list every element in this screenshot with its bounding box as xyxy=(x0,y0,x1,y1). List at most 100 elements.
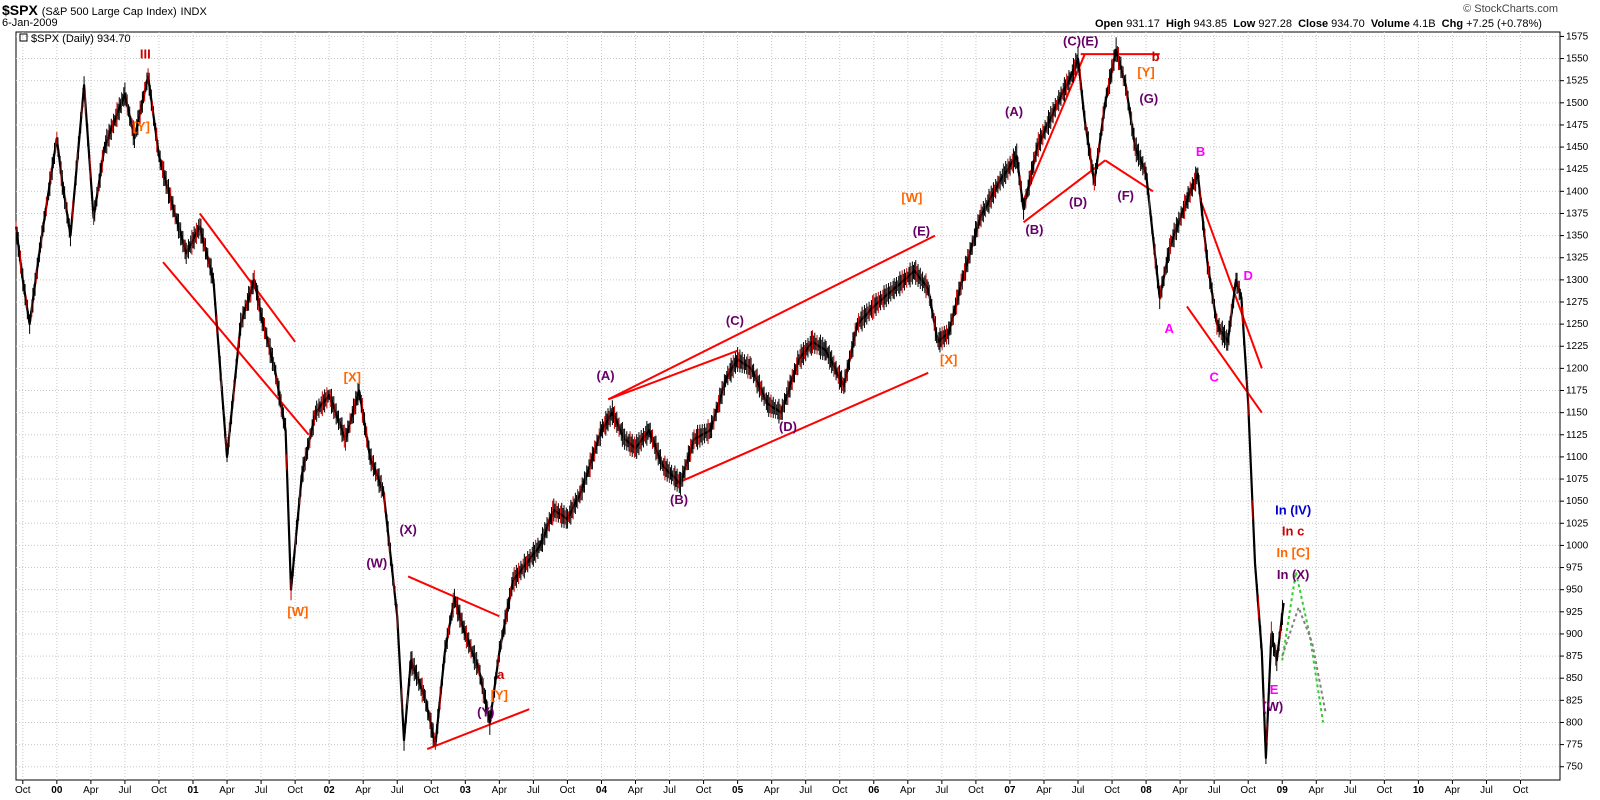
x-tick-label: Apr xyxy=(764,785,780,796)
trendline xyxy=(1199,199,1263,369)
x-tick-label: 10 xyxy=(1413,785,1425,796)
legend-swatch xyxy=(19,33,28,42)
y-tick-label: 1025 xyxy=(1566,518,1589,529)
x-tick-label: Jul xyxy=(255,785,268,796)
y-tick-label: 1000 xyxy=(1566,540,1589,551)
wave-label: B xyxy=(1196,144,1205,159)
x-tick-label: Jul xyxy=(1208,785,1221,796)
wave-label: (W) xyxy=(366,556,387,571)
trendline xyxy=(607,234,936,401)
y-tick-label: 1375 xyxy=(1566,208,1589,219)
x-tick-label: Jul xyxy=(1344,785,1357,796)
y-tick-label: 875 xyxy=(1566,651,1583,662)
trendline xyxy=(199,212,296,343)
wave-label: (D) xyxy=(1069,194,1087,209)
y-tick-label: 1450 xyxy=(1566,142,1589,153)
x-tick-label: 01 xyxy=(187,785,199,796)
x-tick-label: Oct xyxy=(1513,785,1529,796)
y-tick-label: 800 xyxy=(1566,717,1583,728)
projection-gray xyxy=(1281,606,1327,714)
x-tick-label: Apr xyxy=(1036,785,1052,796)
trendline xyxy=(675,371,929,485)
plot-area xyxy=(15,31,1561,781)
x-tick-label: Jul xyxy=(391,785,404,796)
y-tick-label: 775 xyxy=(1566,740,1583,751)
y-tick-label: 975 xyxy=(1566,563,1583,574)
wave-label: (F) xyxy=(1117,188,1134,203)
x-tick-label: Apr xyxy=(355,785,371,796)
x-tick-label: Oct xyxy=(423,785,439,796)
x-tick-label: 06 xyxy=(868,785,880,796)
symbol-title: $SPX (S&P 500 Large Cap Index) INDX xyxy=(2,2,207,18)
wave-label: [Y] xyxy=(133,119,150,134)
x-tick-label: Jul xyxy=(1072,785,1085,796)
y-tick-label: 1275 xyxy=(1566,297,1589,308)
x-tick-label: Oct xyxy=(287,785,303,796)
legend-label: $SPX (Daily) 934.70 xyxy=(31,33,131,45)
x-tick-label: 04 xyxy=(596,785,608,796)
wave-label: (C) xyxy=(726,313,744,328)
x-tick-label: 02 xyxy=(324,785,336,796)
wave-label: (W) xyxy=(1262,699,1283,714)
trendline xyxy=(607,349,738,401)
wave-label: C xyxy=(1209,370,1219,385)
x-tick-label: 03 xyxy=(460,785,472,796)
y-tick-label: 1100 xyxy=(1566,452,1588,463)
y-tick-label: 1300 xyxy=(1566,275,1589,286)
wave-label: In (X) xyxy=(1277,567,1310,582)
x-tick-label: Jul xyxy=(935,785,948,796)
x-tick-label: 09 xyxy=(1277,785,1289,796)
y-tick-label: 1550 xyxy=(1566,54,1589,65)
y-tick-label: 1225 xyxy=(1566,341,1589,352)
trendline xyxy=(162,261,310,436)
projection-green xyxy=(1281,571,1325,723)
x-tick-label: Oct xyxy=(15,785,31,796)
x-axis: Oct 00 Apr Jul Oct 01 Apr Jul Oct 02 Apr Jul Oct 03 Ap… xyxy=(15,780,1529,796)
low-value: 927.28 xyxy=(1258,18,1292,30)
wave-label: [X] xyxy=(940,352,957,367)
wave-label: (A) xyxy=(597,368,615,383)
wave-label: E xyxy=(1270,682,1279,697)
y-tick-label: 1500 xyxy=(1566,98,1589,109)
x-tick-label: 08 xyxy=(1141,785,1153,796)
x-tick-label: Apr xyxy=(900,785,916,796)
y-tick-label: 1075 xyxy=(1566,474,1589,485)
volume-label: Volume xyxy=(1370,18,1410,30)
y-tick-label: 1400 xyxy=(1566,186,1589,197)
trendline xyxy=(1022,53,1086,201)
x-tick-label: Apr xyxy=(628,785,644,796)
trendline xyxy=(1104,159,1154,193)
x-tick-label: Jul xyxy=(663,785,676,796)
chg-label: Chg xyxy=(1441,18,1464,30)
x-tick-label: Apr xyxy=(1309,785,1325,796)
y-tick-label: 1200 xyxy=(1566,363,1589,374)
wave-label: [Y] xyxy=(491,687,508,702)
wave-label: III xyxy=(140,47,151,62)
high-label: High xyxy=(1165,18,1191,30)
trendline xyxy=(1186,305,1263,414)
high-value: 943.85 xyxy=(1193,18,1228,30)
y-tick-label: 1050 xyxy=(1566,496,1589,507)
wave-label: [W] xyxy=(901,190,922,205)
chart-date: 6-Jan-2009 xyxy=(2,17,58,29)
x-tick-label: Oct xyxy=(832,785,848,796)
trendline xyxy=(407,575,500,618)
x-tick-label: Jul xyxy=(527,785,540,796)
y-tick-label: 1350 xyxy=(1566,231,1589,242)
y-tick-label: 850 xyxy=(1566,673,1583,684)
wave-label: (X) xyxy=(399,522,416,537)
wave-label: (A) xyxy=(1005,104,1023,119)
y-tick-label: 1250 xyxy=(1566,319,1589,330)
y-axis: 750 775 800 825 850 875 900 925 950 975 1000 1025 10… xyxy=(1560,31,1589,773)
wave-label: [Y] xyxy=(1137,64,1154,79)
wave-label: b xyxy=(1152,49,1160,64)
close-label: Close xyxy=(1298,18,1329,30)
chart-legend: $SPX (Daily) 934.70 xyxy=(19,33,131,45)
wave-label: In (IV) xyxy=(1275,502,1311,517)
wave-label: (G) xyxy=(1139,91,1158,106)
y-tick-label: 1575 xyxy=(1566,31,1589,42)
x-tick-label: Apr xyxy=(492,785,508,796)
symbol-exchange: INDX xyxy=(180,6,207,18)
y-tick-label: 825 xyxy=(1566,695,1583,706)
